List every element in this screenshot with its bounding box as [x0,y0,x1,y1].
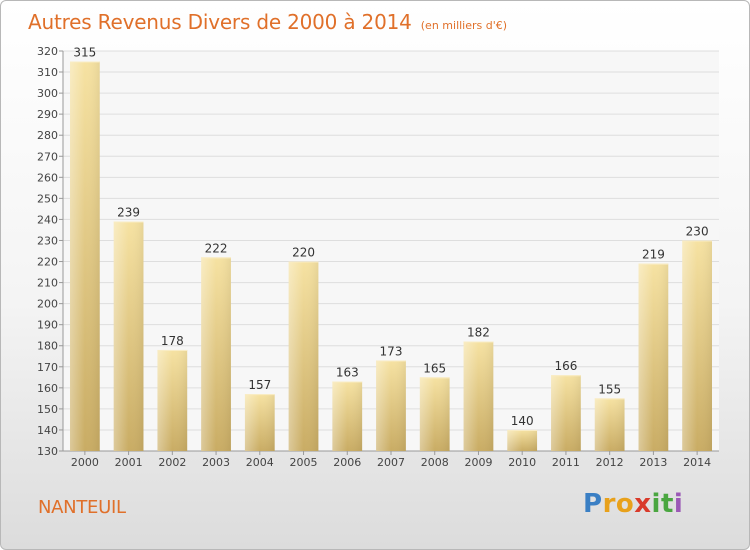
y-tick-label: 250 [37,192,58,205]
bar-value-label: 166 [554,359,577,373]
bar-value-label: 173 [380,344,403,358]
x-tick-label: 2014 [683,456,711,469]
x-tick-label: 2005 [290,456,318,469]
logo-letter: i [651,489,661,519]
x-tick-label: 2001 [115,456,143,469]
y-tick-label: 170 [37,361,58,374]
bar-shading [113,221,144,451]
x-tick-label: 2004 [246,456,274,469]
y-tick-label: 280 [37,129,58,142]
bar-value-label: 178 [161,334,184,348]
bar-value-label: 219 [642,248,665,262]
x-tick-label: 2006 [333,456,361,469]
y-tick-label: 240 [37,213,58,226]
y-tick-label: 180 [37,340,58,353]
y-tick-label: 300 [37,87,58,100]
y-tick-label: 310 [37,66,58,79]
bar-shading [244,394,275,451]
bar-shading [594,398,625,451]
y-tick-label: 230 [37,234,58,247]
x-tick-label: 2007 [377,456,405,469]
y-tick-label: 210 [37,277,58,290]
bar-shading [288,261,319,451]
bar-shading [463,341,494,451]
logo-letter: r [602,489,616,519]
x-tick-label: 2009 [464,456,492,469]
chart-title: Autres Revenus Divers de 2000 à 2014 (en… [28,10,507,34]
y-tick-label: 260 [37,171,58,184]
bar-value-label: 239 [117,206,140,220]
bar-value-label: 163 [336,366,359,380]
x-tick-label: 2011 [552,456,580,469]
x-tick-label: 2012 [596,456,624,469]
bar-shading [419,377,450,451]
bar-value-label: 230 [686,224,709,238]
y-tick-label: 160 [37,382,58,395]
bar-value-label: 140 [511,414,534,428]
x-tick-label: 2000 [71,456,99,469]
bar-shading [551,375,581,451]
logo-letter: P [583,489,603,519]
bar-shading [638,263,669,451]
logo-letter: t [660,489,674,519]
bar-value-label: 220 [292,246,315,260]
bar-shading [157,349,188,451]
logo-letter: x [634,489,652,519]
x-tick-label: 2002 [158,456,186,469]
bar-shading [507,429,538,451]
y-tick-label: 290 [37,108,58,121]
bar-value-label: 165 [423,361,446,375]
bar-value-label: 222 [205,241,228,255]
y-tick-label: 270 [37,150,58,163]
bar-shading [376,360,406,451]
y-tick-label: 140 [37,424,58,437]
bar-shading [682,240,713,451]
commune-name: NANTEUIL [38,497,126,518]
y-tick-label: 320 [37,45,58,58]
x-tick-label: 2008 [421,456,449,469]
proxiti-logo: Proxiti [583,489,683,519]
logo-letter: o [615,489,635,519]
bar-shading [332,381,363,451]
logo-letter: i [673,489,684,519]
y-tick-label: 220 [37,256,58,269]
bar-value-label: 157 [248,378,271,392]
y-tick-label: 150 [37,403,58,416]
bar-value-label: 155 [598,382,621,396]
y-tick-label: 130 [37,445,58,458]
chart-title-main: Autres Revenus Divers de 2000 à 2014 [28,10,412,34]
y-tick-label: 190 [37,319,58,332]
bar-shading [69,61,100,452]
bar-value-label: 182 [467,326,490,340]
chart-subtitle: (en milliers d'€) [420,19,508,32]
bar-value-label: 315 [73,46,96,60]
y-tick-label: 200 [37,298,58,311]
x-tick-label: 2013 [639,456,667,469]
x-tick-label: 2003 [202,456,230,469]
x-tick-label: 2010 [508,456,536,469]
bar-shading [201,257,231,451]
